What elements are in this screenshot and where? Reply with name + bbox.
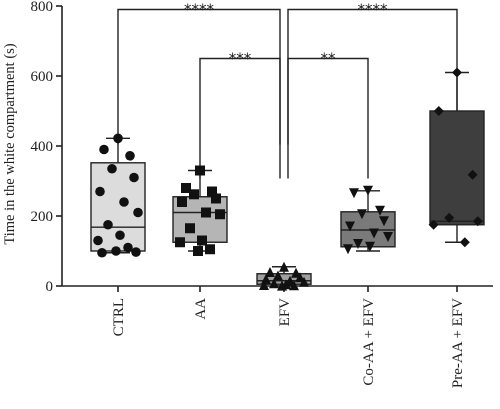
data-point [129,172,139,183]
significance-bracket [199,57,281,179]
data-point [207,186,217,197]
data-point [189,189,199,200]
data-point [357,209,367,220]
data-point [99,144,109,155]
category-label: Co-AA + EFV [361,298,377,386]
data-point [125,151,135,161]
data-point [349,188,359,199]
data-point [375,205,385,216]
data-point [277,280,287,291]
box-iqr [429,110,485,226]
data-point [103,219,113,230]
category-label: Pre-AA + EFV [450,298,466,388]
data-point [265,267,275,277]
data-point [444,212,455,223]
data-point [193,246,203,256]
data-point [289,280,299,291]
data-point [113,133,123,144]
significance-stars: ** [321,50,337,68]
data-point [472,216,483,227]
data-point [181,183,191,193]
data-point [211,193,221,204]
y-tick-label: 600 [31,69,54,85]
data-point [295,272,305,283]
data-point [197,235,207,246]
data-point [95,186,105,197]
data-point [185,223,195,234]
y-tick-label: 800 [31,0,54,15]
significance-stars: **** [358,1,389,19]
data-point [177,197,187,207]
data-point [205,244,215,255]
data-point [428,219,439,230]
data-point [97,247,107,258]
category-label: EFV [277,298,293,327]
significance-bracket [287,57,369,179]
data-points [93,67,483,291]
data-point [195,165,205,176]
data-point [369,228,379,239]
data-point [459,237,470,248]
significance-bracket [117,8,281,145]
data-point [467,169,478,180]
data-point [299,276,309,287]
data-point [107,163,117,174]
data-point [93,235,103,246]
data-point [353,239,363,249]
y-tick-label: 400 [31,139,54,155]
y-axis-title: Time in the white compartment (s) [2,43,18,244]
data-point [201,207,211,218]
y-tick-label: 200 [31,209,54,225]
data-point [365,241,375,252]
data-point [345,221,355,232]
data-point [269,278,279,289]
data-point [379,216,389,227]
data-point [111,246,121,256]
data-point [279,261,289,272]
data-point [259,279,269,290]
data-point [215,209,225,220]
data-point [433,106,444,116]
data-point [383,232,393,242]
data-point [343,244,353,255]
data-point [291,267,301,278]
category-label: CTRL [111,298,127,336]
data-point [175,237,185,248]
data-point [363,185,373,196]
category-label: AA [193,298,209,320]
data-point [273,270,283,281]
significance-stars: *** [229,50,252,68]
data-point [131,247,141,257]
significance-stars: **** [184,1,215,19]
data-point [115,230,125,241]
category-labels: CTRL AA EFV Co-AA + EFV Pre-AA + EFV [111,298,466,388]
y-tick-label: 0 [46,279,54,295]
data-point [452,67,462,78]
data-point [123,242,133,253]
data-point [119,197,129,207]
significance-brackets: ******* ****** [117,1,458,179]
data-point [133,207,143,218]
